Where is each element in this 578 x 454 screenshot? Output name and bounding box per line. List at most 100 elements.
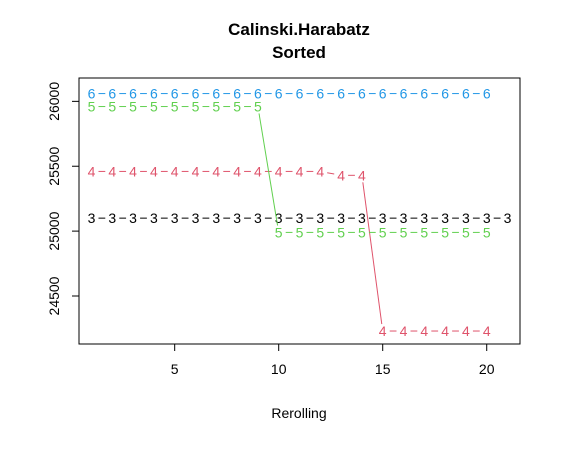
data-point: 5 bbox=[483, 224, 491, 240]
data-point: 3 bbox=[171, 210, 179, 226]
data-point: 3 bbox=[275, 210, 283, 226]
data-point: 3 bbox=[462, 210, 470, 226]
data-point: 5 bbox=[337, 224, 345, 240]
data-point: 3 bbox=[254, 210, 262, 226]
data-point: 3 bbox=[296, 210, 304, 226]
x-axis: 5 10 15 20 bbox=[171, 343, 495, 377]
data-point: 5 bbox=[108, 99, 116, 115]
data-point: 4 bbox=[275, 163, 283, 179]
data-point: 4 bbox=[212, 163, 220, 179]
data-point: 6 bbox=[337, 86, 345, 102]
data-point: 5 bbox=[212, 99, 220, 115]
chart-title: Calinski.Harabatz bbox=[228, 20, 370, 39]
series-segment bbox=[258, 113, 279, 226]
y-axis: 24500 25000 25500 26000 bbox=[46, 82, 80, 315]
data-point: 4 bbox=[400, 323, 408, 339]
data-point: 6 bbox=[254, 86, 262, 102]
x-tick-label: 5 bbox=[171, 361, 179, 377]
series-segment bbox=[327, 172, 335, 175]
data-point: 5 bbox=[129, 99, 137, 115]
data-point: 3 bbox=[379, 210, 387, 226]
data-point: 3 bbox=[233, 210, 241, 226]
data-point: 6 bbox=[192, 86, 200, 102]
x-tick-label: 15 bbox=[375, 361, 391, 377]
data-point: 6 bbox=[129, 86, 137, 102]
x-axis-label: Rerolling bbox=[271, 405, 326, 421]
data-point: 3 bbox=[192, 210, 200, 226]
data-point: 3 bbox=[400, 210, 408, 226]
data-point: 4 bbox=[150, 163, 158, 179]
data-point: 4 bbox=[483, 323, 491, 339]
data-point: 4 bbox=[379, 323, 387, 339]
data-point: 6 bbox=[88, 86, 96, 102]
data-point: 5 bbox=[171, 99, 179, 115]
data-point: 3 bbox=[441, 210, 449, 226]
data-point: 6 bbox=[108, 86, 116, 102]
y-tick-label: 26000 bbox=[46, 82, 62, 121]
data-point: 5 bbox=[88, 99, 96, 115]
data-point: 5 bbox=[358, 224, 366, 240]
data-point: 5 bbox=[275, 224, 283, 240]
data-point: 4 bbox=[254, 163, 262, 179]
data-point: 5 bbox=[462, 224, 470, 240]
data-point: 4 bbox=[171, 163, 179, 179]
series-5: 5 5 5 5 5 5 5 5 55 5 5 5 5 5 5 5 5 5 5 bbox=[88, 99, 491, 241]
series-segment bbox=[362, 182, 383, 325]
data-point: 4 bbox=[108, 163, 116, 179]
data-point: 4 bbox=[316, 163, 324, 179]
data-point: 6 bbox=[441, 86, 449, 102]
data-point: 6 bbox=[379, 86, 387, 102]
series-layer: 3 3 3 3 3 3 3 3 3 3 3 3 3 3 3 3 3 3 3 3 34 4 4 4 4 4 4 4 4 4 4 4 4 44 4 4 4 4… bbox=[88, 86, 512, 339]
data-point: 5 bbox=[316, 224, 324, 240]
data-point: 6 bbox=[316, 86, 324, 102]
x-tick-label: 10 bbox=[271, 361, 287, 377]
data-point: 5 bbox=[192, 99, 200, 115]
data-point: 4 bbox=[337, 167, 345, 183]
data-point: 6 bbox=[420, 86, 428, 102]
data-point: 6 bbox=[212, 86, 220, 102]
data-point: 3 bbox=[88, 210, 96, 226]
data-point: 4 bbox=[420, 323, 428, 339]
data-point: 3 bbox=[212, 210, 220, 226]
data-point: 6 bbox=[296, 86, 304, 102]
data-point: 6 bbox=[358, 86, 366, 102]
data-point: 3 bbox=[483, 210, 491, 226]
series-4: 4 4 4 4 4 4 4 4 4 4 4 4 4 44 4 4 4 4 4 bbox=[88, 163, 491, 339]
data-point: 4 bbox=[88, 163, 96, 179]
x-tick-label: 20 bbox=[479, 361, 495, 377]
data-point: 4 bbox=[441, 323, 449, 339]
data-point: 4 bbox=[358, 167, 366, 183]
data-point: 5 bbox=[150, 99, 158, 115]
data-point: 6 bbox=[233, 86, 241, 102]
data-point: 4 bbox=[129, 163, 137, 179]
data-point: 5 bbox=[441, 224, 449, 240]
y-tick-label: 25000 bbox=[46, 211, 62, 250]
data-point: 4 bbox=[233, 163, 241, 179]
data-point: 4 bbox=[192, 163, 200, 179]
data-point: 5 bbox=[379, 224, 387, 240]
data-point: 3 bbox=[420, 210, 428, 226]
chart-subtitle: Sorted bbox=[272, 43, 326, 62]
data-point: 3 bbox=[358, 210, 366, 226]
data-point: 6 bbox=[462, 86, 470, 102]
data-point: 6 bbox=[275, 86, 283, 102]
data-point: 4 bbox=[462, 323, 470, 339]
data-point: 6 bbox=[150, 86, 158, 102]
data-point: 5 bbox=[400, 224, 408, 240]
data-point: 3 bbox=[150, 210, 158, 226]
data-point: 5 bbox=[254, 99, 262, 115]
data-point: 4 bbox=[296, 163, 304, 179]
y-tick-label: 24500 bbox=[46, 276, 62, 315]
data-point: 6 bbox=[171, 86, 179, 102]
data-point: 6 bbox=[400, 86, 408, 102]
data-point: 5 bbox=[420, 224, 428, 240]
data-point: 6 bbox=[483, 86, 491, 102]
data-point: 5 bbox=[233, 99, 241, 115]
data-point: 3 bbox=[108, 210, 116, 226]
data-point: 5 bbox=[296, 224, 304, 240]
data-point: 3 bbox=[337, 210, 345, 226]
data-point: 3 bbox=[129, 210, 137, 226]
data-point: 3 bbox=[504, 210, 512, 226]
